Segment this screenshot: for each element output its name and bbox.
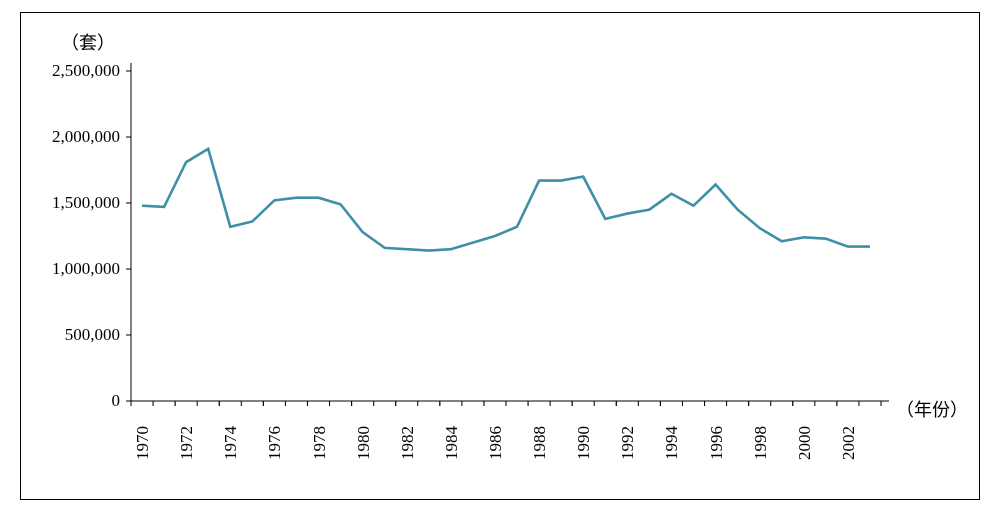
x-tick-label: 1982 xyxy=(398,410,418,460)
x-tick-label: 1990 xyxy=(574,410,594,460)
chart-frame: （套） （年份） 0500,0001,000,0001,500,0002,000… xyxy=(20,12,980,500)
x-tick-label: 1972 xyxy=(177,410,197,460)
x-tick-label: 1996 xyxy=(707,410,727,460)
x-tick-label: 1978 xyxy=(310,410,330,460)
x-tick-label: 2002 xyxy=(839,410,859,460)
x-tick-label: 1970 xyxy=(133,410,153,460)
y-tick-label: 500,000 xyxy=(65,325,120,345)
x-tick-label: 1976 xyxy=(265,410,285,460)
x-tick-label: 1980 xyxy=(354,410,374,460)
y-tick-label: 2,500,000 xyxy=(52,61,120,81)
x-tick-label: 1984 xyxy=(442,410,462,460)
y-tick-label: 0 xyxy=(112,391,121,411)
y-tick-label: 2,000,000 xyxy=(52,127,120,147)
y-tick-label: 1,000,000 xyxy=(52,259,120,279)
x-tick-label: 1998 xyxy=(751,410,771,460)
x-tick-label: 1992 xyxy=(618,410,638,460)
x-tick-label: 1986 xyxy=(486,410,506,460)
x-tick-label: 2000 xyxy=(795,410,815,460)
x-tick-label: 1974 xyxy=(221,410,241,460)
y-tick-label: 1,500,000 xyxy=(52,193,120,213)
x-tick-label: 1988 xyxy=(530,410,550,460)
x-tick-label: 1994 xyxy=(662,410,682,460)
